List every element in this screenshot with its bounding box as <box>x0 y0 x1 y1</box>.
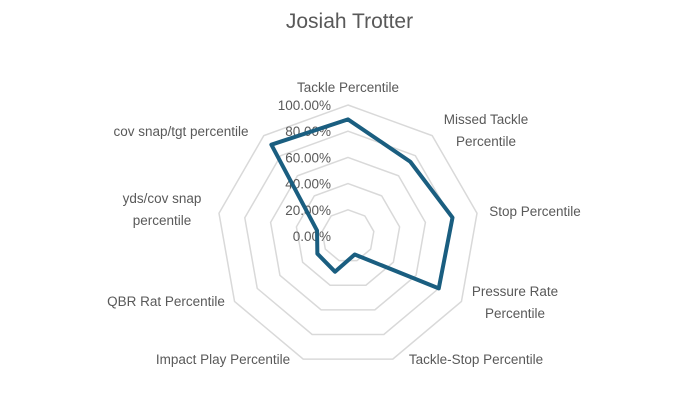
category-label: yds/cov snap <box>123 191 202 206</box>
axis-line <box>303 236 348 359</box>
category-label: Tackle Percentile <box>297 80 399 95</box>
grid-ring <box>269 156 427 311</box>
tick-label: 60.00% <box>285 150 331 165</box>
axis-line <box>348 213 477 236</box>
category-label: cov snap/tgt percentile <box>113 124 248 139</box>
category-label: Impact Play Percentile <box>156 352 290 367</box>
category-label: Missed Tackle <box>444 112 529 127</box>
grid-ring <box>244 130 452 336</box>
grid-ring <box>218 104 478 360</box>
tick-label: 100.00% <box>278 98 331 113</box>
category-label: Percentile <box>485 306 545 321</box>
chart-title: Josiah Trotter <box>285 10 414 33</box>
series-line <box>269 117 455 291</box>
category-label: QBR Rat Percentile <box>107 294 225 309</box>
tick-label: 0.00% <box>293 229 331 244</box>
category-label: Pressure Rate <box>472 284 558 299</box>
category-label: percentile <box>133 213 192 228</box>
category-label: Tackle-Stop Percentile <box>409 352 543 367</box>
tick-label: 40.00% <box>285 177 331 192</box>
axis-line <box>348 136 432 236</box>
category-label: Stop Percentile <box>489 204 581 219</box>
category-label: Percentile <box>456 134 516 149</box>
